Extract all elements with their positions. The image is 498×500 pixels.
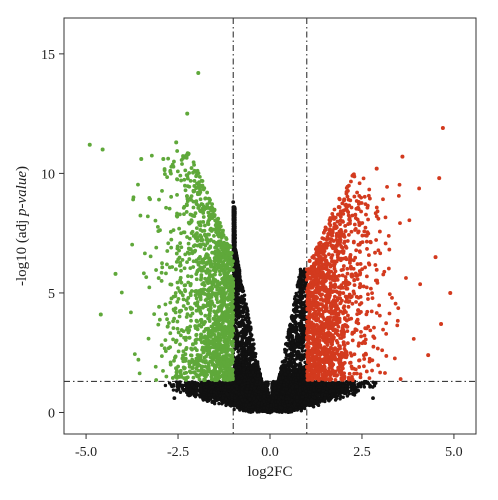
non-significant-point: [368, 385, 372, 389]
non-significant-point: [232, 407, 236, 412]
non-significant-point: [301, 356, 306, 361]
non-significant-point: [193, 394, 198, 399]
non-significant-point: [178, 390, 183, 394]
non-significant-point: [371, 380, 375, 384]
non-significant-point: [239, 330, 244, 335]
non-significant-point: [167, 381, 172, 385]
non-significant-point: [237, 288, 242, 293]
non-significant-point: [245, 308, 250, 312]
non-significant-point: [163, 383, 168, 388]
non-significant-point: [294, 321, 298, 326]
non-significant-point: [366, 381, 371, 386]
non-significant-point: [301, 307, 305, 311]
non-significant-point: [297, 321, 301, 326]
non-significant-point: [352, 393, 357, 397]
non-significant-point: [371, 385, 375, 389]
non-significant-point: [171, 388, 176, 392]
non-significant-point: [289, 410, 294, 414]
non-significant-point: [239, 305, 243, 309]
non-significant-point: [217, 401, 221, 406]
non-significant-points: [163, 200, 378, 415]
non-significant-point: [248, 320, 252, 325]
non-significant-point: [285, 335, 289, 339]
threshold-lines: [64, 18, 476, 434]
non-significant-point: [171, 382, 176, 387]
non-significant-point: [240, 339, 244, 343]
non-significant-point: [287, 357, 291, 361]
